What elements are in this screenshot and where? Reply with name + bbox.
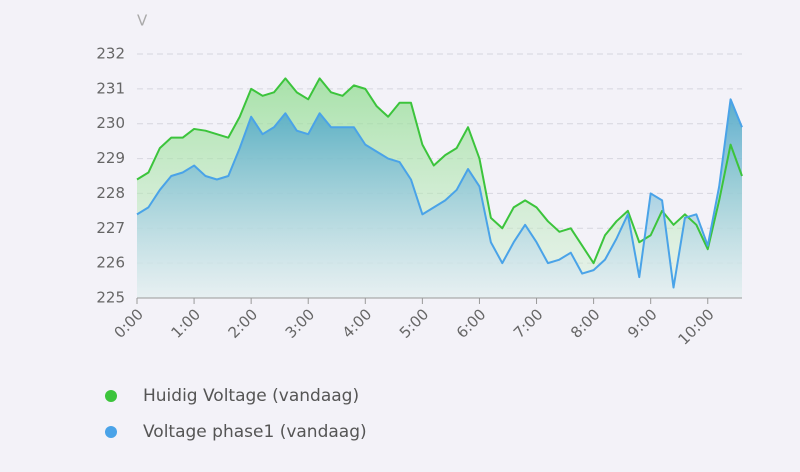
x-tick-label: 5:00 — [396, 305, 433, 342]
area-fill — [137, 99, 742, 298]
legend-label: Voltage phase1 (vandaag) — [143, 422, 367, 442]
y-tick-label: 227 — [96, 219, 125, 237]
y-tick-label: 229 — [96, 149, 125, 167]
y-tick-label: 232 — [96, 45, 125, 63]
x-tick-label: 2:00 — [225, 305, 262, 342]
y-axis-label: V — [137, 12, 148, 30]
x-tick-label: 8:00 — [567, 305, 604, 342]
legend-label: Huidig Voltage (vandaag) — [143, 386, 359, 406]
x-tick-label: 1:00 — [168, 305, 205, 342]
legend-marker — [105, 426, 117, 438]
x-tick-label: 4:00 — [339, 305, 376, 342]
y-tick-label: 226 — [96, 254, 125, 272]
line — [136, 77, 743, 265]
y-tick-label: 228 — [96, 184, 125, 202]
legend-marker — [105, 390, 117, 402]
x-tick-label: 9:00 — [624, 305, 661, 342]
x-tick-label: 0:00 — [110, 305, 147, 342]
y-tick-label: 230 — [96, 114, 125, 132]
x-tick-label: 10:00 — [674, 305, 717, 348]
x-tick-label: 6:00 — [453, 305, 490, 342]
line — [136, 98, 743, 289]
y-tick-label: 231 — [96, 79, 125, 97]
x-tick-label: 3:00 — [282, 305, 319, 342]
y-tick-label: 225 — [96, 289, 125, 307]
x-tick-label: 7:00 — [510, 305, 547, 342]
